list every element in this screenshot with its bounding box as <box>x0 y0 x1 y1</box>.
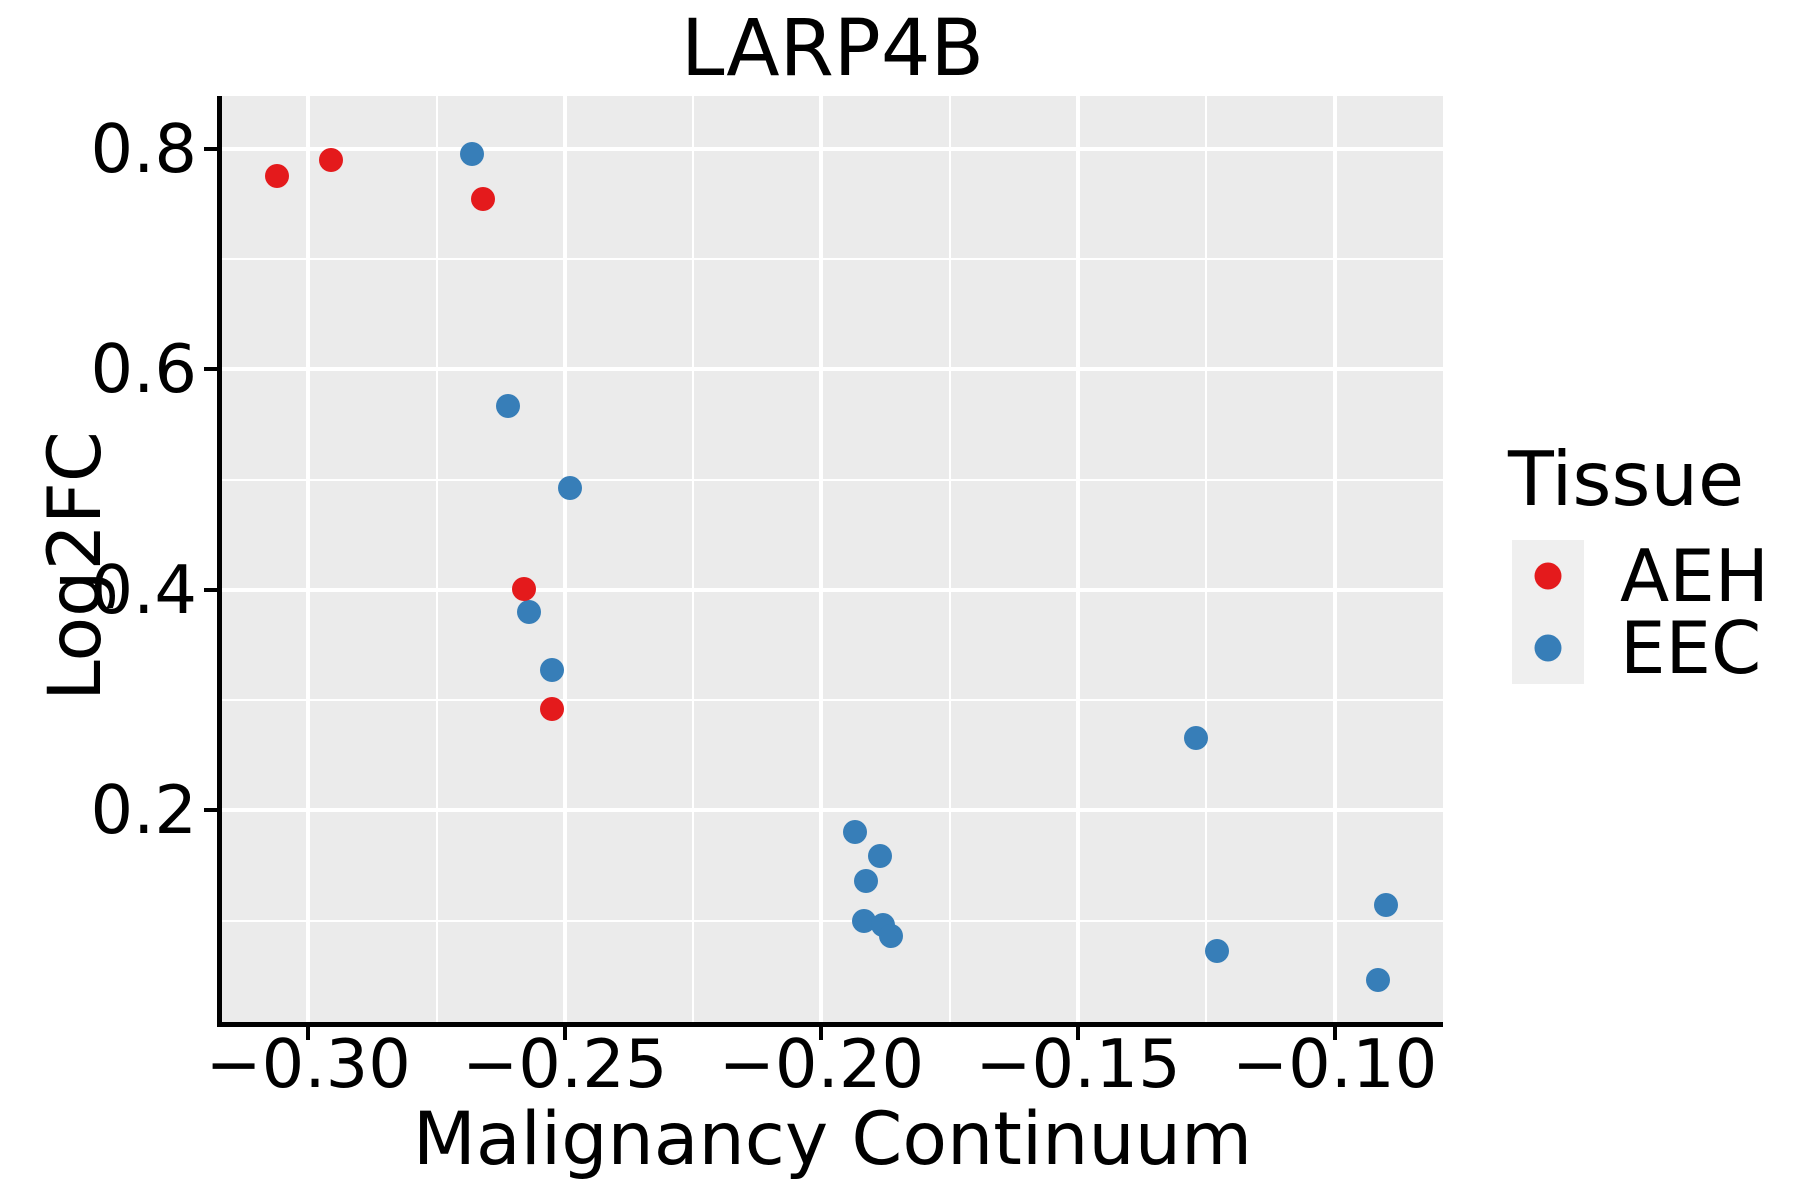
y-axis-title: Log2FC <box>33 431 118 701</box>
x-major-gridline <box>562 96 567 1022</box>
x-minor-gridline <box>1205 96 1208 1022</box>
x-tick-mark <box>1332 1027 1337 1040</box>
data-point-eec <box>842 820 867 845</box>
x-tick-mark <box>562 1027 567 1040</box>
y-minor-gridline <box>222 919 1443 922</box>
data-point-eec <box>878 924 903 948</box>
x-major-gridline <box>1076 96 1081 1022</box>
y-tick-mark <box>204 146 217 151</box>
y-tick-mark <box>204 808 217 813</box>
x-tick-label: −0.10 <box>1232 1025 1438 1103</box>
x-tick-label: −0.20 <box>718 1025 925 1103</box>
legend-title: Tissue <box>1508 435 1745 523</box>
data-point-aeh <box>319 147 344 172</box>
x-axis-title: Malignancy Continuum <box>412 1097 1253 1182</box>
data-point-eec <box>1374 893 1399 918</box>
data-point-aeh <box>265 164 290 189</box>
x-tick-mark <box>306 1027 311 1040</box>
x-axis-line <box>217 1022 1443 1027</box>
y-major-gridline <box>222 587 1443 592</box>
x-tick-label: −0.30 <box>205 1025 411 1103</box>
x-major-gridline <box>1332 96 1337 1022</box>
legend-dot-eec <box>1534 634 1562 662</box>
y-minor-gridline <box>222 478 1443 481</box>
x-minor-gridline <box>948 96 951 1022</box>
data-point-eec <box>1366 968 1391 993</box>
x-minor-gridline <box>692 96 695 1022</box>
y-minor-gridline <box>222 699 1443 702</box>
x-major-gridline <box>819 96 824 1022</box>
data-point-aeh <box>470 186 495 211</box>
x-tick-mark <box>819 1027 824 1040</box>
y-tick-label: 0.4 <box>90 550 197 629</box>
y-tick-label: 0.6 <box>90 330 197 409</box>
plot-panel <box>222 96 1443 1022</box>
x-major-gridline <box>306 96 311 1022</box>
plot-title: LARP4B <box>681 4 984 94</box>
data-point-eec <box>854 868 879 893</box>
x-tick-mark <box>1076 1027 1081 1040</box>
data-point-eec <box>540 658 564 683</box>
y-axis-line <box>217 96 222 1027</box>
data-point-eec <box>460 142 485 167</box>
y-tick-label: 0.2 <box>90 771 197 850</box>
y-tick-label: 0.8 <box>90 109 197 188</box>
data-point-aeh <box>511 576 536 601</box>
x-tick-label: −0.15 <box>975 1025 1181 1103</box>
data-point-eec <box>557 476 582 501</box>
data-point-eec <box>1184 725 1209 750</box>
data-point-aeh <box>540 696 564 721</box>
data-point-eec <box>868 843 893 868</box>
data-point-eec <box>496 393 521 418</box>
data-point-eec <box>1204 939 1229 964</box>
x-minor-gridline <box>435 96 438 1022</box>
legend-label-eec: EEC <box>1620 606 1762 690</box>
data-point-eec <box>516 599 541 624</box>
legend-dot-aeh <box>1534 562 1562 590</box>
legend-label-aeh: AEH <box>1620 534 1769 618</box>
legend-key-aeh <box>1512 540 1584 612</box>
legend-key-eec <box>1512 612 1584 684</box>
y-minor-gridline <box>222 258 1443 261</box>
y-major-gridline <box>222 808 1443 813</box>
y-tick-mark <box>204 587 217 592</box>
y-major-gridline <box>222 146 1443 151</box>
y-tick-mark <box>204 367 217 372</box>
x-tick-label: −0.25 <box>462 1025 668 1103</box>
y-major-gridline <box>222 367 1443 372</box>
